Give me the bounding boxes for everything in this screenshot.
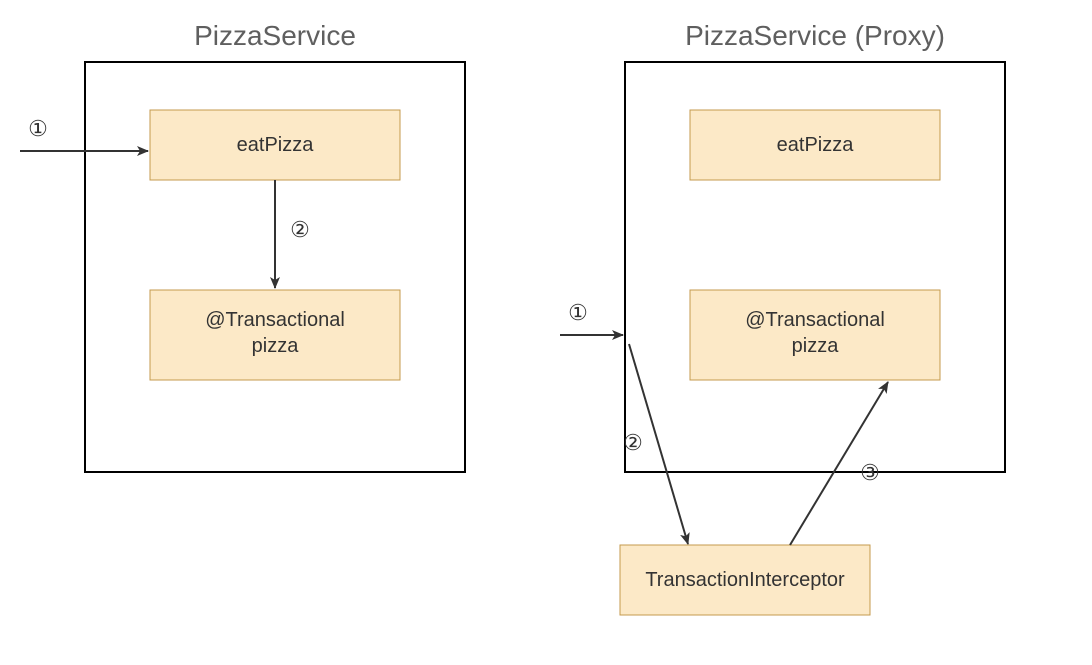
right-transactional-node: @Transactional pizza (690, 290, 940, 380)
left-container-title: PizzaService (194, 20, 356, 51)
left-eatpizza-node: eatPizza (150, 110, 400, 180)
right-interceptor-node: TransactionInterceptor (620, 545, 870, 615)
left-transactional-label-1: @Transactional (205, 309, 345, 331)
left-arrow-1-label: ① (28, 116, 48, 141)
left-arrow-2-label: ② (290, 217, 310, 242)
left-transactional-node: @Transactional pizza (150, 290, 400, 380)
left-transactional-label-2: pizza (252, 335, 300, 357)
left-eatpizza-label: eatPizza (237, 134, 315, 156)
right-transactional-label-2: pizza (792, 335, 840, 357)
right-transactional-label-1: @Transactional (745, 309, 885, 331)
right-arrow-2-label: ② (623, 430, 643, 455)
right-arrow-1-label: ① (568, 300, 588, 325)
right-container-title: PizzaService (Proxy) (685, 20, 945, 51)
right-eatpizza-node: eatPizza (690, 110, 940, 180)
right-eatpizza-label: eatPizza (777, 134, 855, 156)
right-interceptor-label: TransactionInterceptor (645, 569, 845, 591)
right-arrow-3-label: ③ (860, 460, 880, 485)
